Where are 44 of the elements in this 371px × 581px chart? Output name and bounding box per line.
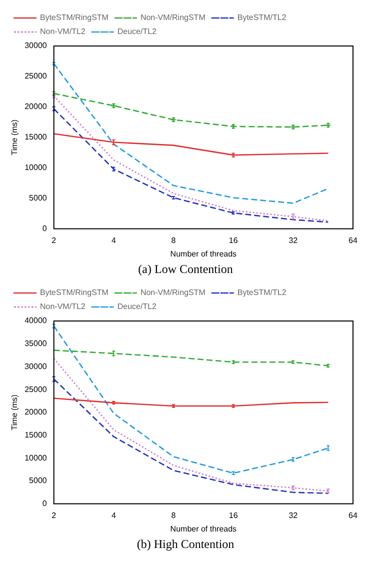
y-tick-label: 5000 [29,476,48,486]
legend-label: Deuce/TL2 [117,302,158,312]
y-tick-label: 20000 [24,102,48,112]
x-tick-label: 64 [348,510,358,520]
y-tick-label: 30000 [24,41,48,50]
y-tick-label: 10000 [24,453,48,462]
y-tick-label: 25000 [24,384,48,394]
y-tick-label: 5000 [29,194,48,203]
text: (b) High Contention [136,537,236,552]
y-axis-title: Time (ms) [10,119,20,156]
y-tick-label: 35000 [24,339,48,348]
legend-label: ByteSTM/TL2 [237,13,287,22]
y-tick-label: 25000 [24,72,48,81]
legend-label: ByteSTM/TL2 [237,288,287,298]
y-tick-label: 30000 [24,362,48,371]
legend-label: ByteSTM/RingSTM [40,13,109,22]
y-tick-label: 20000 [24,408,48,417]
legend-label: ByteSTM/RingSTM [40,288,109,298]
y-tick-label: 0 [42,499,48,508]
x-tick-label: 2 [52,510,57,520]
x-axis-title: Number of threads [170,524,237,534]
x-tick-label: 32 [288,510,298,520]
legend-label: Deuce/TL2 [117,27,158,36]
legend-label: Non-VM/TL2 [40,27,86,36]
y-tick-label: 15000 [24,430,48,440]
x-tick-label: 32 [288,236,298,245]
x-tick-label: 16 [228,236,238,245]
legend-label: Non-VM/RingSTM [140,13,206,22]
x-tick-label: 64 [348,236,358,245]
y-axis-title: Time (ms) [10,394,20,430]
x-tick-label: 4 [111,236,116,245]
y-tick-label: 15000 [24,132,48,142]
legend-label: Non-VM/TL2 [40,302,86,312]
y-tick-label: 40000 [24,316,48,326]
text: (a) Low Contention [137,262,234,277]
legend-label: Non-VM/RingSTM [140,288,206,298]
y-tick-label: 10000 [24,163,48,172]
x-tick-label: 2 [52,236,57,245]
x-tick-label: 16 [228,510,238,520]
x-tick-label: 8 [171,510,176,520]
x-axis-title: Number of threads [170,249,237,258]
x-tick-label: 4 [111,510,116,520]
x-tick-label: 8 [171,236,176,245]
y-tick-label: 0 [42,224,48,234]
